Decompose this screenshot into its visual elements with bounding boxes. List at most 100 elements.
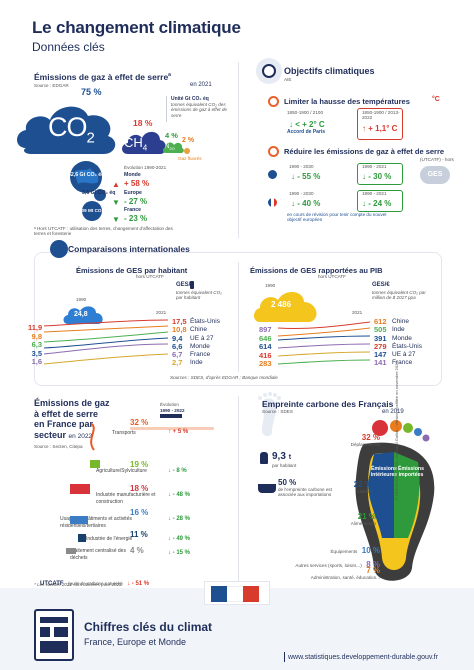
per-gdp-cloud-value: 2 486 [271,300,292,309]
sector-label: Usage des bâtiments et activités résiden… [60,516,132,529]
sector-label: Industrie manufacturière et construction [96,492,156,505]
footprint-pct: 10 % [361,546,380,555]
per-capita-title: Émissions de GES par habitant [76,266,188,275]
france-flag-icon [268,198,277,207]
thermometer-icon [268,96,279,107]
sectors-evolution-bars [160,414,182,418]
footprint-row-deplacements: 32 % Déplacements [332,433,380,447]
footprint-label: Administration, santé, éducation... [310,575,380,580]
comparisons-title: Comparaisons internationales [68,244,190,254]
per-gdp-1990-values: 897 646 614 416 283 [259,325,272,369]
per-capita-2021-values: 17,5 10,8 9,4 6,6 6,7 2,7 [172,317,187,368]
n2o-cloud-graphic [163,142,184,153]
objectives-subtitle: AIE [284,77,292,82]
europe-change: - 27 % [124,197,148,206]
sector-pct: 32 % [130,418,149,427]
per-capita-cloud-value: 24,8 [74,311,88,318]
sector-change: ↓ - 48 % [168,492,191,498]
red-arrow-up-icon: ▲ [112,180,120,189]
page-title: Le changement climatique [32,18,241,37]
per-capita-legend-text: tonnes équivalent CO₂ par habitant [176,290,222,301]
comparisons-source: Sources : SDES, d'après EDGAR ; Banque m… [170,375,278,380]
objectives-title: Objectifs climatiques [284,66,375,76]
temp-icon-label: °C [432,96,440,103]
co2-cloud-graphic [17,106,116,154]
unit-box: Unité Gt CO₂ éq tonnes équivalent CO₂ de… [166,96,230,122]
footprint-row-equipements: Équipements 10 % [300,540,380,558]
green-arrow-down-icon: ↓ [362,199,369,208]
fr-col2-value: ↓ - 24 % [362,199,392,208]
footprint-row-habitat: 22 % Habitat [332,480,372,494]
fr-col2-label: 1990 - 2021 [362,191,387,196]
vertical-divider [238,62,239,238]
footprint-source: Source : SDES [262,409,293,414]
temp-col2-value: ↑ + 1,1° C [362,124,398,133]
france-value: 409 Mt CO₂ éq [79,208,111,213]
temp-col2-label: 1850-1900 / 2013-2022 [362,110,400,121]
green-arrow-down-icon: ↓ [362,172,369,181]
footprint-row-alimentation: 21 % Alimentation [326,512,376,526]
sector-pct: 18 % [130,484,149,493]
fgas-percentage: 2 % [182,137,195,144]
per-capita-subtitle: hors UTCATF [136,274,164,279]
emissions-title: Émissions de gaz à effet de serrea [34,72,171,82]
footprint-label: Alimentation [350,521,376,526]
red-arrow-up-icon: ↑ [362,124,369,133]
sector-label: Agriculture/Sylviculture [96,468,147,474]
footprint-label: Habitat [357,489,372,494]
sector-change: ↓ - 28 % [168,516,191,522]
target-icon [262,64,276,78]
ges-target-icon [268,146,279,157]
co2-percentage: 75 % [81,87,102,97]
world-change: + 58 % [124,179,150,188]
temp-col2-box [357,108,403,140]
per-capita-legend-title: GES/ [176,282,191,288]
footer-url[interactable]: www.statistiques.developpement-durable.g… [288,654,439,661]
person-icon [190,281,194,289]
eu-flag-icon [268,170,277,179]
utcatf-value: (puits de carbone naturels) [68,581,123,586]
sector-pct: 19 % [130,460,149,469]
sectors-source: Source : Secten, Citepa [34,444,83,449]
ch4-label: CH4 [124,135,148,153]
comparisons-divider [238,262,239,372]
globe-icon [50,240,68,258]
data-book-icon [34,609,74,661]
world-label: Monde [124,172,141,178]
france-change: - 23 % [124,214,148,223]
europe-value: 3,6 Gt CO₂ éq [82,190,116,196]
sector-pct: 11 % [130,530,148,539]
per-capita-year-start: 1990 [76,297,87,302]
world-value: 52,6 Gt CO₂ éq [68,172,105,178]
temp-col1-label: 1850-1900 / 2100 [287,110,324,115]
footer-subtitle: France, Europe et Monde [84,637,187,647]
per-gdp-lines [278,321,371,365]
per-capita-value: 9,3 t [272,451,292,462]
per-gdp-year-end: 2021 [352,310,363,315]
revision-note: en cours de révision pour tenir compte d… [287,212,387,223]
imports-text: de l'empreinte carbone est associée aux … [278,487,332,498]
foot-icon [258,392,281,437]
ges-cloud-badge: GES [420,166,450,184]
per-capita-year-end: 2021 [156,310,167,315]
ch4-cloud-graphic [122,131,166,154]
ship-icon [258,484,276,493]
per-gdp-subtitle: hors UTCATF [318,274,346,279]
temp-col1-caption: Accord de Paris [287,129,326,135]
imports-pct: 50 % [278,478,297,487]
footer-title: Chiffres clés du climat [84,620,213,634]
interior-label: Émissions intérieures [370,466,398,478]
per-gdp-countries: Chine Inde Monde États-Unis UE à 27 Fran… [392,318,422,367]
sectors-evolution-label: Évolution [160,402,179,407]
footprint-row-autres: Autres services (sports, loisirs...) 8 % [256,554,380,572]
imported-label: Émissions importées [398,466,424,478]
footprint-pct: 7 % [366,566,380,575]
per-capita-countries: États-Unis Chine UE à 27 Monde France In… [190,318,220,367]
utcatf-note: ᵃ Hors UTCATF : utilisation des terres, … [34,226,173,237]
per-gdp-2021-values: 612 505 391 279 147 141 [374,317,387,368]
eu-col2-label: 1990 - 2021 [362,164,387,169]
footprint-label: Équipements [330,549,358,554]
sectors-evolution-range: 1990 - 2022 [160,408,185,413]
green-arrow-down-icon: ↓ [289,120,296,129]
per-capita-cloud [63,306,103,324]
